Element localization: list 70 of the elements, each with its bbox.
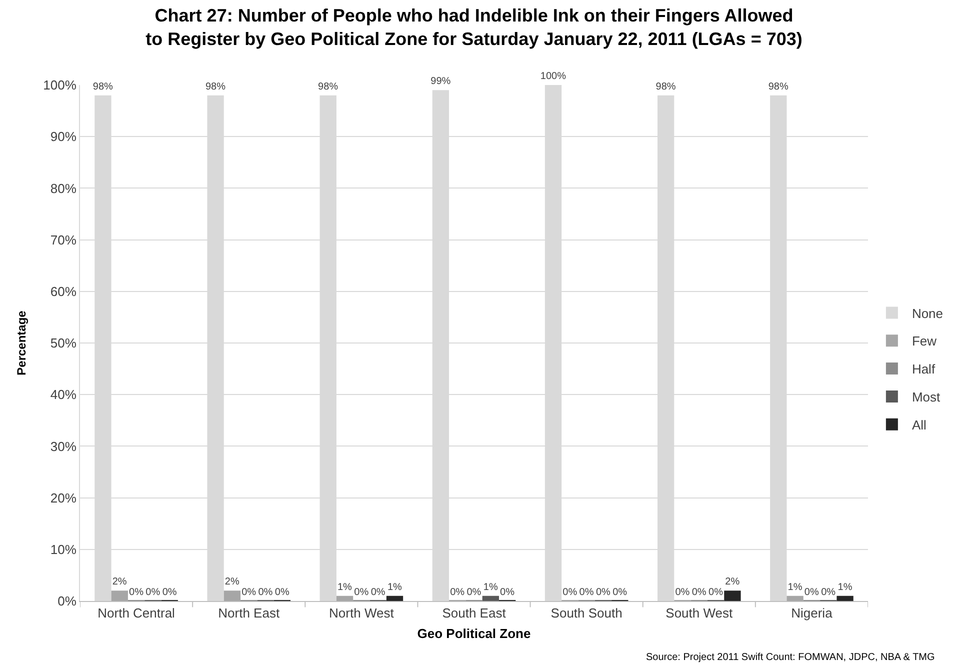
x-tick-label: South South — [550, 606, 622, 621]
data-label: 1% — [337, 582, 352, 593]
data-label: 98% — [318, 81, 338, 92]
legend-label: None — [912, 306, 944, 321]
bar — [224, 590, 241, 601]
data-label: 0% — [596, 587, 611, 598]
legend-label: Half — [912, 362, 936, 377]
data-label: 99% — [430, 76, 451, 88]
legend-label: Most — [912, 390, 940, 405]
data-label: 98% — [92, 81, 114, 92]
data-label: 2% — [725, 576, 740, 588]
y-tick-label: 70% — [50, 232, 77, 248]
y-tick-label: 30% — [50, 438, 77, 454]
x-axis-title: Geo Political Zone — [417, 626, 531, 642]
data-label: 98% — [656, 81, 676, 92]
bar — [336, 596, 354, 601]
data-label: 0% — [354, 587, 369, 598]
data-label: 0% — [274, 587, 290, 598]
y-tick-label: 10% — [50, 542, 77, 557]
y-tick-label: 20% — [50, 490, 77, 506]
data-label: 0% — [162, 587, 177, 598]
data-label: 1% — [483, 582, 498, 593]
bar — [836, 596, 854, 601]
data-label: 1% — [788, 582, 802, 593]
data-label: 0% — [450, 587, 465, 598]
data-label: 0% — [612, 587, 628, 598]
data-label: 98% — [205, 81, 226, 92]
data-label: 0% — [466, 587, 482, 598]
x-tick-label: Nigeria — [791, 606, 834, 621]
data-label: 0% — [708, 587, 724, 598]
data-label: 0% — [370, 587, 386, 598]
bar — [724, 590, 741, 601]
x-tick-label: South West — [666, 606, 734, 621]
data-label: 2% — [112, 576, 127, 588]
bar — [111, 590, 128, 601]
data-label: 0% — [129, 587, 144, 598]
legend-label: Few — [912, 334, 938, 349]
bar — [386, 596, 404, 601]
data-label: 98% — [768, 81, 788, 92]
y-tick-label: 90% — [50, 129, 77, 144]
data-label: 2% — [224, 576, 240, 588]
y-tick-label: 80% — [50, 180, 77, 196]
data-label: 0% — [242, 587, 256, 598]
data-label: 1% — [838, 582, 852, 593]
y-tick-label: 50% — [50, 336, 77, 351]
data-label: 0% — [579, 587, 594, 598]
x-tick-label: North West — [329, 606, 394, 621]
chart-title: Chart 27: Number of People who had Indelible Ink on their Fingers Allowed to Register by Geo Political Zone for Saturday January 22, 2011 (LGAs = 703) — [146, 5, 802, 49]
data-label: 0% — [146, 587, 160, 598]
x-tick-label: North Central — [98, 606, 176, 621]
y-tick-label: 60% — [50, 284, 77, 299]
data-label: 0% — [562, 587, 578, 598]
data-label: 0% — [821, 587, 836, 598]
data-label: 0% — [804, 587, 819, 598]
legend-label: All — [912, 417, 926, 432]
y-tick-label: 0% — [58, 594, 77, 609]
data-label: 1% — [387, 582, 402, 593]
bar — [482, 596, 499, 601]
y-axis-title: Percentage — [14, 310, 28, 376]
y-tick-label: 100% — [43, 78, 77, 93]
data-label: 0% — [258, 587, 273, 598]
bar — [786, 596, 804, 601]
y-tick-label: 40% — [50, 387, 77, 402]
x-tick-label: South East — [442, 606, 506, 621]
data-label: 0% — [692, 587, 706, 598]
data-label: 0% — [675, 587, 690, 598]
data-label: 0% — [500, 587, 515, 598]
data-label: 100% — [540, 71, 566, 82]
x-tick-label: North East — [218, 606, 280, 621]
source-note: Source: Project 2011 Swift Count: FOMWAN, JDPC, NBA & TMG — [646, 652, 936, 663]
